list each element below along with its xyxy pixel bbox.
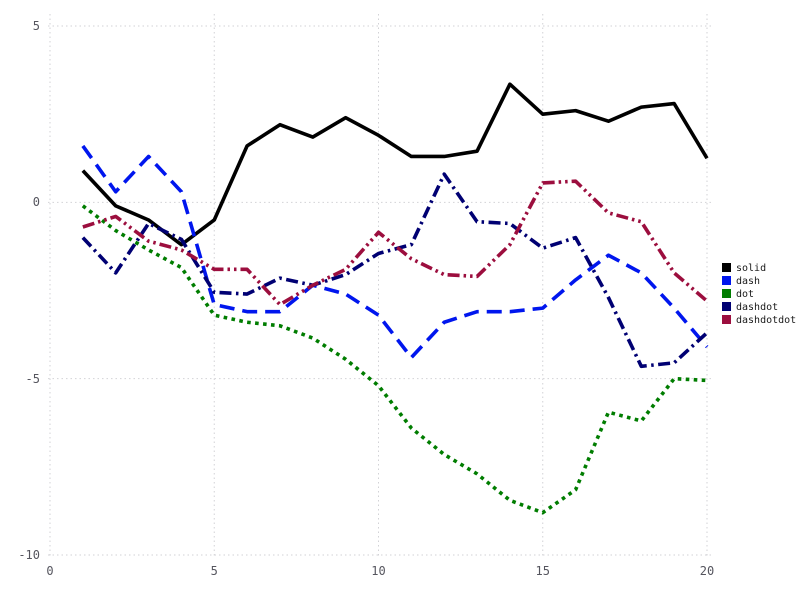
series-line-dot	[81, 204, 708, 515]
y-tick-label: 0	[32, 195, 40, 210]
legend-item-dashdotdot: dashdotdot	[722, 314, 796, 327]
legend-item-dash: dash	[722, 275, 796, 288]
legend-label: dash	[736, 276, 761, 287]
legend-item-solid: solid	[722, 262, 796, 275]
legend-swatch-icon	[722, 302, 731, 311]
legend-item-dashdot: dashdot	[722, 301, 796, 314]
legend: solid dash dot dashdot dashdotdot	[722, 262, 796, 327]
x-tick-label: 20	[699, 564, 715, 578]
legend-swatch-icon	[722, 276, 731, 285]
legend-swatch-icon	[722, 263, 731, 272]
y-tick-label: 5	[32, 19, 40, 33]
legend-label: dot	[736, 289, 755, 300]
gridlines	[48, 14, 714, 558]
legend-swatch-icon	[722, 289, 731, 298]
legend-label: dashdotdot	[736, 315, 797, 326]
legend-label: solid	[736, 263, 767, 274]
x-tick-label: 15	[535, 564, 550, 578]
legend-item-dot: dot	[722, 288, 796, 301]
x-tick-label: 0	[46, 564, 54, 578]
y-tick-label: -5	[25, 371, 40, 386]
x-tick-label: 10	[371, 564, 386, 578]
series-line-dashdot	[81, 172, 709, 369]
legend-label: dashdot	[736, 302, 779, 313]
legend-swatch-icon	[722, 315, 731, 324]
y-tick-label: -10	[18, 548, 40, 562]
series-line-dash	[81, 144, 709, 360]
x-tick-label: 5	[210, 564, 218, 578]
series-line-solid	[81, 82, 709, 247]
